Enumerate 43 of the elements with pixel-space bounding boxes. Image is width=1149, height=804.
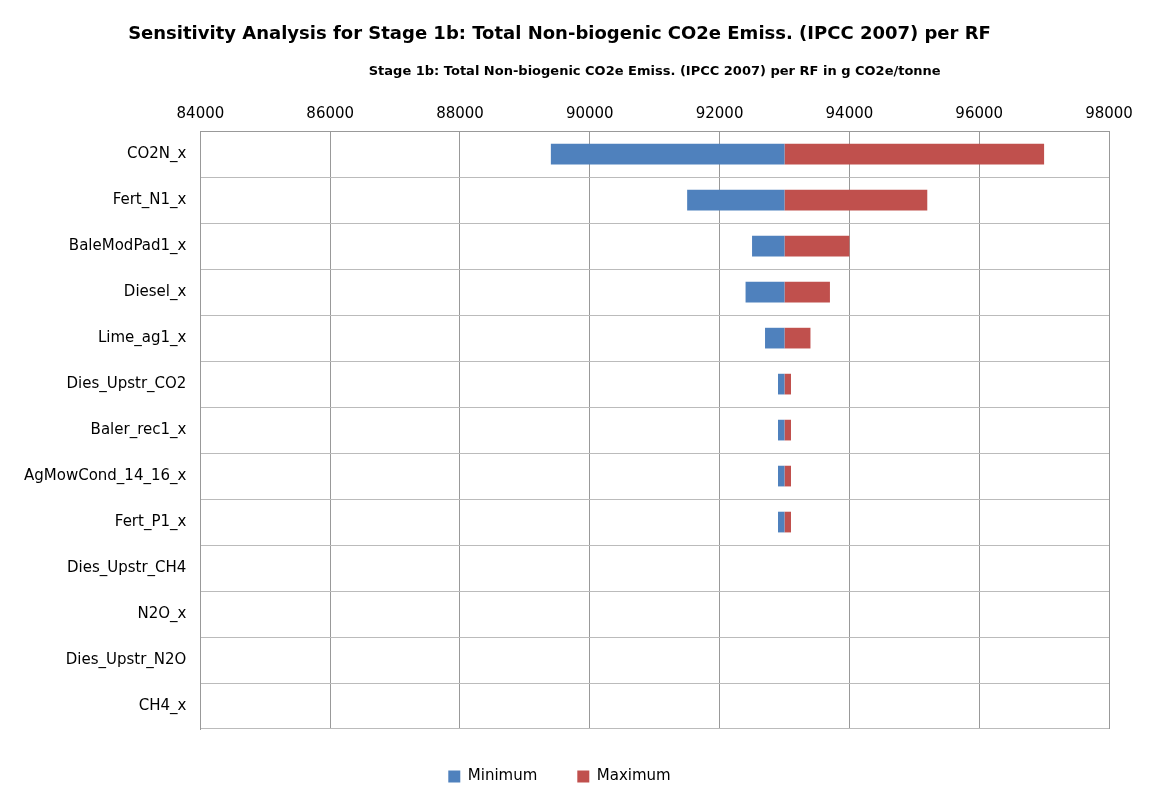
- bar: [784, 465, 791, 487]
- chart-title: Sensitivity Analysis for Stage 1b: Total Non-biogenic CO2e Emiss. (IPCC 2007) per RF: [128, 22, 991, 44]
- x-tick-label: 84000: [176, 104, 225, 123]
- x-tick-label: 92000: [695, 104, 744, 123]
- y-tick-label: Dies_Upstr_CO2: [66, 374, 187, 394]
- y-tick-label: BaleModPad1_x: [68, 236, 187, 256]
- bar: [784, 189, 928, 211]
- bar: [784, 511, 791, 533]
- bar: [687, 189, 785, 211]
- y-tick-label: Diesel_x: [123, 282, 187, 302]
- x-tick-label: 90000: [565, 104, 614, 123]
- bar: [778, 419, 785, 441]
- x-tick-label: 88000: [436, 104, 484, 123]
- x-tick-label: 94000: [825, 104, 874, 123]
- y-tick-label: Dies_Upstr_CH4: [66, 557, 187, 577]
- bar: [778, 465, 785, 487]
- x-tick-label: 98000: [1085, 104, 1133, 123]
- x-tick-label: 96000: [955, 104, 1004, 123]
- bar: [784, 235, 850, 257]
- y-tick-label: N2O_x: [137, 603, 187, 623]
- bar: [745, 281, 785, 303]
- bar: [784, 419, 791, 441]
- bar: [784, 281, 830, 303]
- bar: [765, 327, 785, 349]
- y-tick-label: Lime_ag1_x: [97, 328, 187, 348]
- x-axis-title: Stage 1b: Total Non-biogenic CO2e Emiss. (IPCC 2007) per RF in g CO2e/tonne: [368, 62, 941, 78]
- bar: [550, 143, 785, 165]
- bar: [752, 235, 785, 257]
- y-tick-label: Baler_rec1_x: [90, 419, 187, 439]
- y-tick-label: CH4_x: [138, 695, 187, 715]
- y-tick-label: Fert_P1_x: [114, 511, 187, 531]
- bar: [778, 511, 785, 533]
- legend-label: Minimum: [467, 766, 538, 785]
- legend-label: Maximum: [596, 766, 671, 785]
- bar: [784, 327, 811, 349]
- bar: [784, 143, 1045, 165]
- bar: [778, 373, 785, 395]
- y-tick-label: AgMowCond_14_16_x: [23, 465, 187, 485]
- y-tick-label: Fert_N1_x: [112, 190, 187, 210]
- bar: [784, 373, 791, 395]
- y-tick-label: CO2N_x: [126, 144, 187, 164]
- x-tick-label: 86000: [306, 104, 355, 123]
- y-tick-label: Dies_Upstr_N2O: [65, 649, 187, 669]
